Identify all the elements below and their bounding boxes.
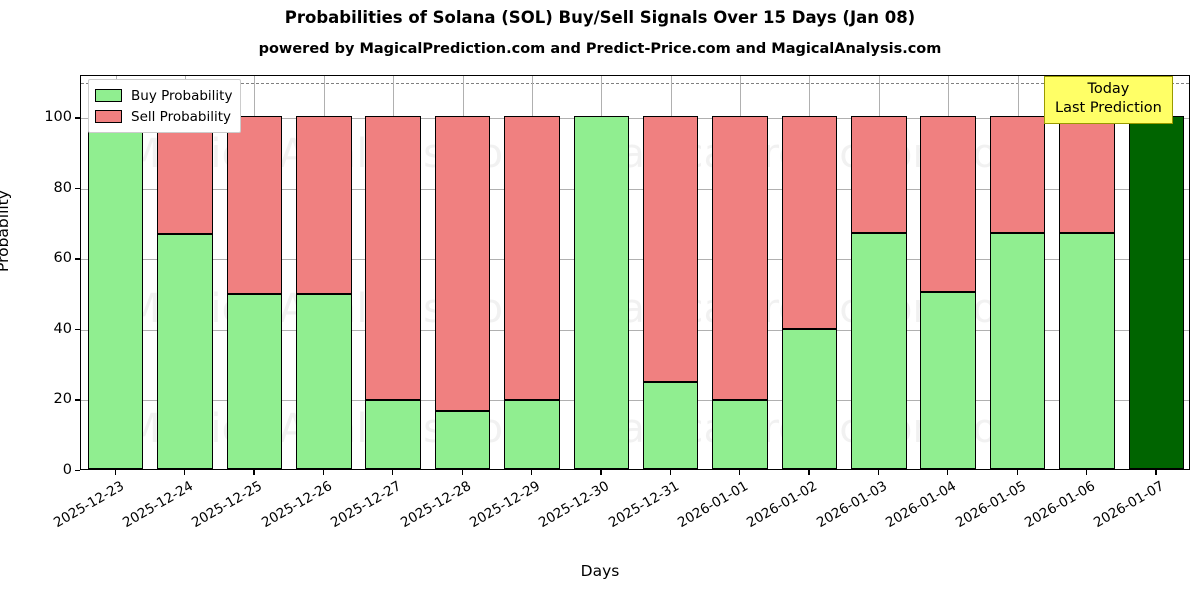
- bar-group[interactable]: [642, 74, 699, 469]
- bar-group[interactable]: [712, 74, 768, 469]
- legend-swatch-buy: [95, 89, 122, 102]
- y-tick-label: 100: [44, 109, 72, 126]
- legend-item-sell[interactable]: Sell Probability: [95, 106, 232, 127]
- bar-group[interactable]: [989, 74, 1046, 469]
- y-tick-label: 80: [53, 179, 72, 196]
- x-tick-mark: [461, 470, 463, 475]
- y-axis-label: Probability: [0, 190, 12, 272]
- bar-segment-buy[interactable]: [851, 233, 907, 469]
- bar-segment-sell[interactable]: [851, 116, 907, 234]
- bar-group[interactable]: [365, 74, 421, 469]
- today-annotation-line1: Today: [1087, 81, 1130, 97]
- x-tick-mark: [392, 470, 394, 475]
- x-tick-mark: [1155, 470, 1157, 475]
- gridline-horizontal: [81, 400, 1189, 402]
- y-tick-label: 40: [53, 320, 72, 337]
- y-tick-mark: [75, 328, 80, 331]
- bar-segment-buy[interactable]: [434, 410, 491, 469]
- x-tick-mark: [322, 470, 324, 475]
- gridline-horizontal: [81, 188, 1189, 190]
- plot-area: MagicalAnalysis.comMagicalPrediction.com…: [80, 75, 1190, 470]
- gridline-horizontal: [81, 329, 1189, 331]
- bar-group[interactable]: [1128, 74, 1185, 469]
- x-tick-mark: [669, 470, 671, 475]
- bar-segment-buy[interactable]: [781, 329, 838, 469]
- bar-group[interactable]: [851, 74, 907, 469]
- x-tick-mark: [114, 470, 116, 475]
- bar-group[interactable]: [296, 74, 352, 469]
- bar-segment-sell[interactable]: [920, 116, 976, 293]
- bar-segment-sell[interactable]: [1059, 116, 1115, 234]
- y-tick-mark: [75, 187, 80, 190]
- bar-group[interactable]: [573, 74, 630, 469]
- x-tick-mark: [600, 470, 602, 475]
- x-tick-mark: [184, 470, 186, 475]
- bar-segment-buy[interactable]: [712, 399, 768, 469]
- page-title: Probabilities of Solana (SOL) Buy/Sell S…: [284, 8, 916, 27]
- chart-legend: Buy Probability Sell Probability: [88, 79, 242, 133]
- x-axis-label: Days: [580, 562, 620, 580]
- bar-group[interactable]: [157, 74, 213, 469]
- y-tick-label: 0: [62, 462, 72, 478]
- bar-segment-sell[interactable]: [989, 116, 1046, 234]
- bar-segment-today[interactable]: [1128, 116, 1185, 469]
- x-tick-mark: [947, 470, 949, 475]
- bar-segment-sell[interactable]: [434, 116, 491, 411]
- bar-group[interactable]: [781, 74, 838, 469]
- legend-label-sell: Sell Probability: [131, 108, 232, 125]
- bar-segment-sell[interactable]: [296, 116, 352, 295]
- bar-segment-buy[interactable]: [226, 294, 283, 469]
- bar-segment-buy[interactable]: [920, 292, 976, 469]
- bar-segment-buy[interactable]: [573, 116, 630, 469]
- bar-segment-sell[interactable]: [365, 116, 421, 400]
- bar-segment-buy[interactable]: [157, 233, 213, 469]
- y-tick-mark: [75, 399, 80, 401]
- gridline-horizontal: [81, 118, 1189, 120]
- x-tick-mark: [739, 470, 741, 475]
- legend-label-buy: Buy Probability: [131, 87, 233, 104]
- legend-item-buy[interactable]: Buy Probability: [95, 85, 232, 106]
- bar-segment-buy[interactable]: [504, 399, 560, 469]
- bar-segment-buy[interactable]: [642, 382, 699, 469]
- today-annotation-line2: Last Prediction: [1055, 100, 1162, 116]
- legend-swatch-sell: [95, 110, 122, 123]
- bar-group[interactable]: [226, 74, 283, 469]
- bar-segment-sell[interactable]: [504, 116, 560, 400]
- bar-segment-sell[interactable]: [712, 116, 768, 400]
- y-tick-mark: [75, 470, 80, 472]
- bar-segment-buy[interactable]: [365, 399, 421, 469]
- bars-layer: [81, 76, 1189, 469]
- x-tick-mark: [530, 470, 533, 475]
- y-tick-label: 60: [53, 250, 72, 267]
- x-tick-mark: [808, 470, 810, 475]
- x-tick-mark: [1016, 470, 1018, 475]
- bar-segment-sell[interactable]: [157, 116, 213, 234]
- bar-segment-buy[interactable]: [296, 294, 352, 469]
- bar-segment-buy[interactable]: [87, 116, 144, 469]
- bar-segment-buy[interactable]: [1059, 233, 1115, 469]
- x-tick-mark: [877, 470, 879, 475]
- bar-segment-sell[interactable]: [226, 116, 283, 295]
- bar-group[interactable]: [1059, 74, 1115, 469]
- bar-group[interactable]: [920, 74, 976, 469]
- bar-segment-sell[interactable]: [642, 116, 699, 383]
- today-annotation: Today Last Prediction: [1044, 76, 1173, 124]
- x-tick-mark: [1085, 470, 1088, 475]
- y-tick-label: 20: [53, 391, 72, 408]
- y-tick-mark: [75, 117, 80, 119]
- x-tick-mark: [253, 470, 255, 475]
- bar-group[interactable]: [434, 74, 491, 469]
- bar-segment-sell[interactable]: [781, 116, 838, 329]
- bar-group[interactable]: [504, 74, 560, 469]
- reference-dashed-line: [81, 83, 1189, 85]
- gridline-horizontal: [81, 259, 1189, 261]
- bar-segment-buy[interactable]: [989, 233, 1046, 469]
- chart-subtitle: powered by MagicalPrediction.com and Pre…: [258, 41, 942, 57]
- y-tick-mark: [75, 258, 80, 260]
- bar-group[interactable]: [87, 74, 144, 469]
